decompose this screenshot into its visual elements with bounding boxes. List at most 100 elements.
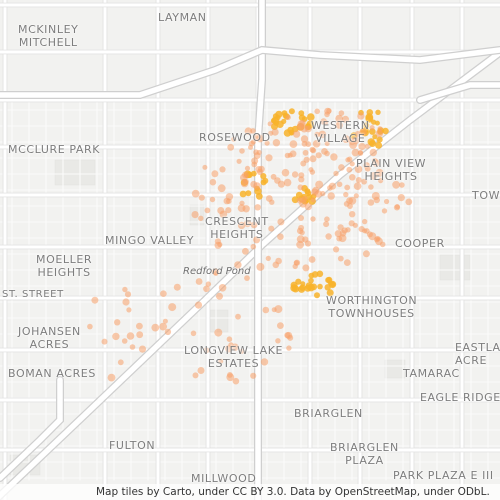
incident-point <box>239 190 247 198</box>
incident-point <box>349 174 356 181</box>
incident-point <box>126 332 135 340</box>
incident-point <box>302 264 310 272</box>
neighborhood-label-tamarac: TAMARAC <box>403 367 460 380</box>
incident-point <box>237 221 246 230</box>
incident-point <box>245 190 252 197</box>
incident-point <box>362 228 368 234</box>
incident-point <box>253 182 261 190</box>
incident-point <box>328 182 337 190</box>
incident-point <box>308 167 314 173</box>
incident-point <box>253 236 261 244</box>
incident-point <box>314 292 320 299</box>
incident-point <box>242 247 249 255</box>
incident-point <box>338 110 345 116</box>
incident-point <box>253 152 261 160</box>
incident-point <box>296 240 304 249</box>
highway <box>0 47 500 98</box>
incident-point <box>198 215 204 221</box>
incident-point <box>239 148 245 154</box>
incident-point <box>117 359 124 366</box>
incident-point <box>297 184 304 191</box>
incident-point <box>217 207 225 214</box>
incident-point <box>363 162 370 169</box>
incident-point <box>330 153 338 161</box>
incident-point <box>277 233 284 240</box>
incident-point <box>405 198 413 206</box>
neighborhood-label-moeller-heights: MOELLER HEIGHTS <box>36 253 93 279</box>
incident-point <box>375 168 384 177</box>
incident-point <box>335 121 343 129</box>
incident-point <box>301 195 308 202</box>
neighborhood-label-briarglen-plaza: BRIARGLEN PLAZA <box>330 441 399 467</box>
incident-point <box>173 283 181 291</box>
incident-point <box>325 233 332 240</box>
incident-point <box>121 338 128 344</box>
incident-point <box>216 292 223 300</box>
incident-point <box>244 165 251 171</box>
incident-point <box>190 330 197 337</box>
incident-point <box>251 157 259 165</box>
incident-point <box>298 215 304 221</box>
incident-point <box>357 112 365 120</box>
incident-point <box>384 198 390 205</box>
incident-point <box>369 128 376 135</box>
incident-point <box>296 197 304 204</box>
incident-point <box>323 221 330 228</box>
incident-point <box>271 128 279 136</box>
incident-point <box>254 204 261 211</box>
incident-point <box>292 285 300 293</box>
incident-point <box>310 216 316 222</box>
incident-point <box>392 180 400 189</box>
incident-point <box>309 155 317 163</box>
incident-point <box>248 140 255 147</box>
incident-point <box>160 290 167 298</box>
incident-point <box>87 323 93 330</box>
incident-points <box>87 107 413 385</box>
incident-point <box>253 134 261 141</box>
incident-point <box>347 156 353 162</box>
incident-point <box>277 218 285 226</box>
incident-point <box>369 125 375 131</box>
incident-point <box>204 207 211 214</box>
incident-point <box>298 285 306 293</box>
incident-point <box>283 178 292 187</box>
incident-point <box>226 336 233 343</box>
incident-point <box>335 114 344 123</box>
incident-point <box>320 118 328 125</box>
incident-point <box>275 257 282 265</box>
incident-point <box>281 118 287 124</box>
incident-point <box>362 250 370 258</box>
incident-point <box>314 108 321 115</box>
incident-point <box>349 161 355 167</box>
incident-point <box>198 194 205 201</box>
incident-point <box>151 323 160 332</box>
incident-point <box>342 135 350 144</box>
incident-point <box>308 277 314 284</box>
neighborhood-label-rosewood: ROSEWOOD <box>199 131 271 144</box>
incident-point <box>318 130 327 139</box>
incident-point <box>382 127 389 135</box>
incident-point <box>244 127 253 135</box>
incident-point <box>341 115 350 123</box>
incident-point <box>122 286 128 293</box>
incident-point <box>91 296 99 304</box>
incident-point <box>307 113 315 121</box>
incident-point <box>377 177 384 184</box>
incident-point <box>298 172 305 179</box>
neighborhood-label-briarglen: BRIARGLEN <box>294 407 363 420</box>
incident-point <box>298 114 306 121</box>
incident-point <box>344 184 351 191</box>
incident-point <box>285 114 291 121</box>
neighborhood-label-mckinley-mitchell: MCKINLEY MITCHELL <box>18 23 79 49</box>
incident-point <box>311 271 319 278</box>
incident-point <box>194 301 203 309</box>
incident-point <box>159 322 168 331</box>
incident-point <box>365 113 374 122</box>
neighborhood-label-eagle-ridge: EAGLE RIDGE <box>420 391 500 404</box>
incident-point <box>287 334 294 341</box>
neighborhood-label-town: TOWN <box>472 189 500 202</box>
neighborhood-label-crescent-heights: CRESCENT HEIGHTS <box>205 215 269 241</box>
neighborhood-label-plain-view-heights: PLAIN VIEW HEIGHTS <box>356 157 427 183</box>
incident-point <box>129 344 136 350</box>
